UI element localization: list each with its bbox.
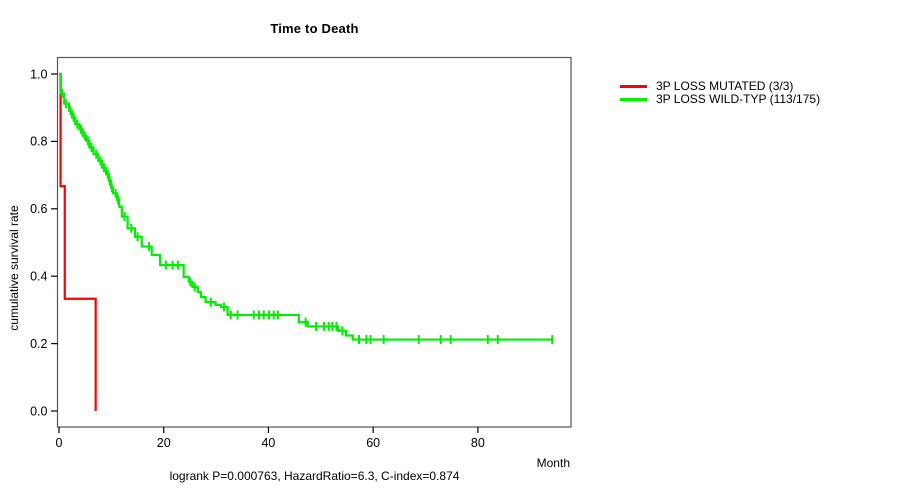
y-tick-label: 0.0 [30,404,47,418]
plot-frame [56,56,572,428]
km-curve-1 [59,72,553,341]
y-tick-label: 0.8 [30,135,47,149]
legend-label-mutated: 3P LOSS MUTATED (3/3) [656,79,794,93]
x-tick-label: 0 [56,436,63,450]
legend-label-wildtype: 3P LOSS WILD-TYP (113/175) [656,92,821,106]
x-tick-label: 80 [471,436,485,450]
x-axis-label: Month [536,456,570,470]
stats-annotation: logrank P=0.000763, HazardRatio=6.3, C-i… [169,469,460,483]
y-tick-label: 1.0 [30,67,47,81]
y-tick-label: 0.6 [30,202,47,216]
y-axis-label: cumulative survival rate [7,205,21,331]
legend-line-swatch-red [620,85,647,88]
legend-line-swatch-green [620,98,647,101]
chart-title: Time to Death [270,21,359,36]
x-tick-label: 60 [366,436,380,450]
y-tick-label: 0.4 [30,270,47,284]
legend-item-wildtype: 3P LOSS WILD-TYP (113/175) [620,93,820,106]
x-tick-label: 40 [261,436,275,450]
legend: 3P LOSS MUTATED (3/3) 3P LOSS WILD-TYP (… [620,80,820,106]
y-tick-label: 0.2 [30,337,47,351]
legend-item-mutated: 3P LOSS MUTATED (3/3) [620,80,820,93]
x-tick-label: 20 [157,436,171,450]
